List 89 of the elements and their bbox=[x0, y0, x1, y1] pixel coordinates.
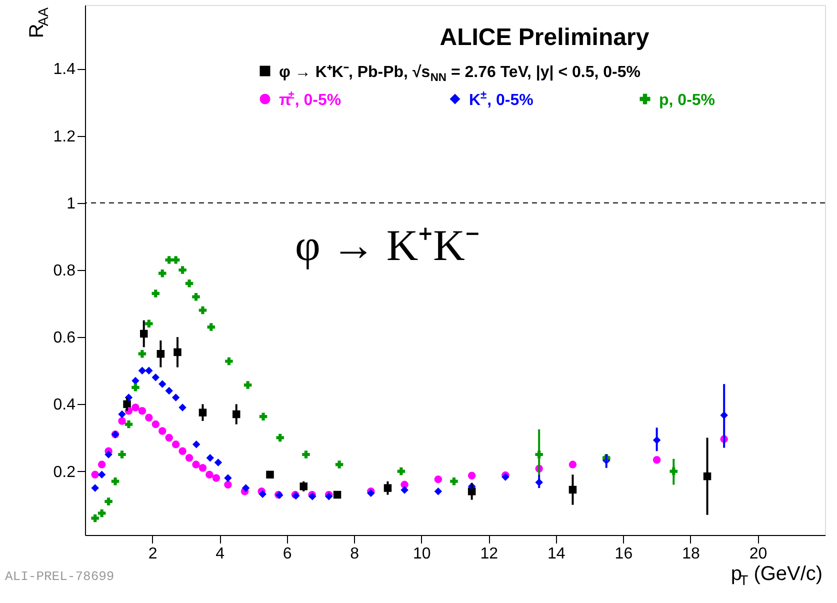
x-tick-label: 14 bbox=[548, 546, 566, 562]
x-tick-label: 16 bbox=[614, 546, 633, 562]
point bbox=[302, 450, 310, 458]
x-tick-label: 6 bbox=[282, 546, 292, 562]
point bbox=[172, 256, 180, 264]
point bbox=[104, 450, 112, 458]
x-tick-label: 10 bbox=[412, 546, 431, 562]
y-tick-label: 0.2 bbox=[53, 464, 76, 481]
point bbox=[450, 477, 458, 486]
point bbox=[198, 306, 207, 314]
point bbox=[214, 458, 222, 466]
point bbox=[206, 454, 214, 462]
point bbox=[98, 470, 106, 478]
point bbox=[104, 498, 112, 506]
point bbox=[397, 467, 406, 476]
point bbox=[400, 486, 408, 494]
point bbox=[91, 484, 99, 492]
point bbox=[145, 320, 153, 328]
point bbox=[138, 366, 146, 375]
point bbox=[145, 414, 153, 422]
point bbox=[198, 464, 207, 472]
point bbox=[178, 447, 186, 456]
point bbox=[111, 477, 120, 486]
x-tick-label: 18 bbox=[682, 546, 700, 562]
y-axis-title: RAA bbox=[26, 6, 51, 38]
point bbox=[192, 460, 200, 468]
point bbox=[152, 373, 160, 382]
point bbox=[178, 266, 186, 274]
point bbox=[468, 472, 476, 480]
point bbox=[185, 280, 194, 288]
point bbox=[165, 434, 173, 442]
point bbox=[132, 404, 140, 412]
point bbox=[206, 470, 214, 478]
text: ALI-PREL-78699 bbox=[5, 569, 114, 584]
point bbox=[138, 407, 146, 415]
text: ALICE Preliminary bbox=[440, 24, 650, 51]
point bbox=[242, 484, 250, 492]
point bbox=[118, 410, 126, 418]
point bbox=[434, 488, 442, 496]
point bbox=[98, 460, 106, 468]
point bbox=[91, 514, 99, 522]
point bbox=[192, 440, 200, 448]
point bbox=[132, 384, 140, 392]
point bbox=[158, 269, 166, 278]
point bbox=[158, 380, 166, 388]
point bbox=[138, 350, 146, 358]
x-tick-label: 4 bbox=[216, 546, 225, 562]
point bbox=[152, 420, 160, 428]
point bbox=[118, 417, 126, 425]
point bbox=[258, 490, 266, 498]
point bbox=[335, 460, 344, 468]
point bbox=[225, 357, 233, 366]
x-tick-label: 20 bbox=[749, 546, 768, 562]
legend-label: K±, 0-5% bbox=[469, 90, 534, 109]
y-tick-label: 0.6 bbox=[53, 330, 76, 347]
x-tick-label: 2 bbox=[148, 546, 158, 562]
y-tick-label: 0.8 bbox=[53, 262, 76, 280]
point bbox=[165, 256, 173, 264]
point bbox=[98, 509, 106, 518]
point bbox=[185, 454, 194, 462]
point bbox=[568, 460, 577, 468]
point bbox=[192, 292, 200, 301]
x-tick-label: 12 bbox=[480, 546, 498, 562]
point bbox=[212, 474, 220, 482]
point bbox=[91, 470, 99, 478]
point bbox=[152, 290, 160, 298]
point bbox=[276, 434, 284, 442]
y-tick-label: 1.4 bbox=[53, 61, 76, 78]
point bbox=[145, 366, 153, 375]
point bbox=[172, 440, 180, 448]
point bbox=[244, 381, 252, 389]
point bbox=[158, 427, 166, 435]
point bbox=[165, 386, 173, 395]
point bbox=[259, 412, 268, 420]
point bbox=[224, 474, 232, 482]
point bbox=[652, 456, 661, 464]
annotation: φ → K⁺K⁻ bbox=[295, 221, 480, 270]
point bbox=[434, 475, 442, 484]
point bbox=[224, 480, 232, 489]
x-tick-label: 8 bbox=[350, 546, 360, 562]
y-tick-label: 1.2 bbox=[53, 128, 76, 146]
y-tick-label: 1 bbox=[66, 195, 76, 212]
point bbox=[207, 323, 216, 331]
point bbox=[178, 404, 186, 412]
y-tick-label: 0.4 bbox=[53, 396, 76, 414]
point bbox=[118, 450, 126, 458]
point bbox=[172, 394, 180, 402]
point bbox=[124, 420, 133, 428]
legend-label: p, 0-5% bbox=[659, 92, 716, 109]
